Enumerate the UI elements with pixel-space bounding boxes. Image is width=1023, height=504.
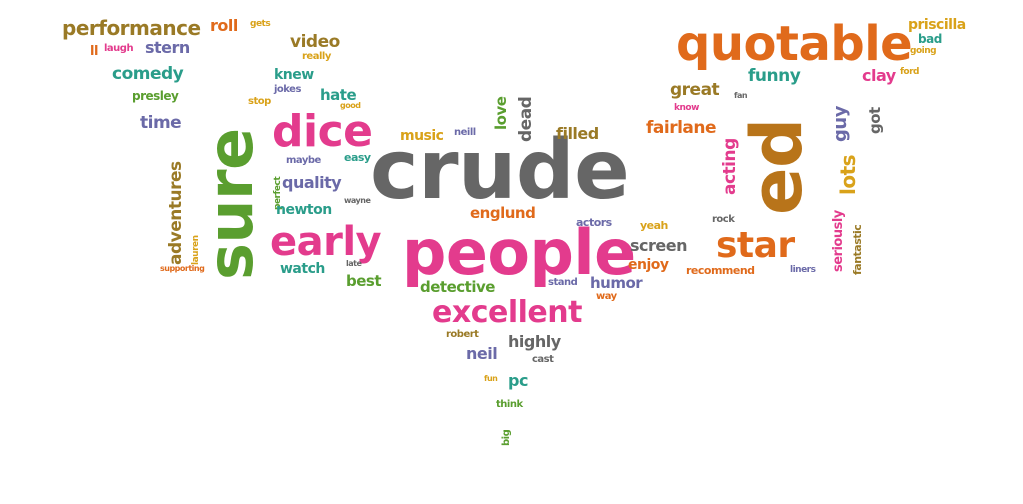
word-adventures: adventures (166, 161, 186, 265)
word-crude: crude (370, 123, 630, 218)
word-acting: acting (720, 138, 740, 195)
word-rock: rock (712, 214, 735, 225)
word-lots: lots (836, 154, 860, 195)
word-stern: stern (145, 38, 190, 57)
word-filled: filled (556, 124, 599, 143)
word-presley: presley (132, 89, 179, 103)
word-big: big (501, 429, 512, 446)
word-enjoy: enjoy (628, 257, 669, 273)
word-guy: guy (830, 106, 851, 142)
word-really: really (302, 51, 331, 62)
word-screen: screen (630, 236, 688, 255)
word-fantastic: fantastic (851, 224, 864, 275)
word-roll: roll (210, 16, 238, 35)
word-stand: stand (548, 277, 578, 288)
word-got: got (866, 107, 884, 134)
word-ll: ll (90, 44, 98, 59)
word-love: love (492, 96, 510, 130)
word-detective: detective (420, 278, 495, 296)
word-newton: newton (276, 202, 332, 218)
word-time: time (140, 113, 182, 133)
word-hate: hate (320, 86, 357, 104)
word-late: late (346, 259, 362, 268)
word-jokes: jokes (274, 84, 301, 95)
word-good: good (340, 101, 361, 110)
word-think: think (496, 399, 523, 410)
word-ed: ed (736, 118, 818, 215)
word-supporting: supporting (160, 264, 205, 273)
word-sure: sure (194, 128, 267, 280)
word-watch: watch (280, 261, 325, 277)
word-yeah: yeah (640, 219, 668, 232)
word-englund: englund (470, 204, 536, 222)
word-fan: fan (734, 91, 748, 100)
word-wayne: wayne (344, 196, 371, 205)
word-recommend: recommend (686, 264, 755, 277)
word-people: people (402, 216, 636, 289)
word-clay: clay (862, 66, 896, 85)
word-highly: highly (508, 332, 561, 351)
word-maybe: maybe (286, 155, 321, 166)
word-dice: dice (272, 106, 373, 157)
word-going: going (910, 46, 937, 56)
word-liners: liners (790, 265, 816, 275)
word-fairlane: fairlane (646, 118, 717, 138)
word-robert: robert (446, 329, 479, 340)
word-ford: ford (900, 67, 919, 77)
word-best: best (346, 272, 382, 290)
word-early: early (270, 219, 382, 265)
word-funny: funny (748, 66, 801, 86)
word-know: know (674, 103, 699, 113)
word-gets: gets (250, 19, 271, 29)
word-video: video (290, 32, 340, 52)
word-fun: fun (484, 374, 498, 383)
word-neill: neill (454, 127, 476, 138)
word-easy: easy (344, 151, 371, 164)
word-bad: bad (918, 32, 942, 46)
word-priscilla: priscilla (908, 17, 966, 33)
word-actors: actors (576, 216, 612, 229)
word-lauren: lauren (191, 235, 201, 265)
word-comedy: comedy (112, 64, 184, 84)
word-great: great (670, 80, 720, 100)
word-excellent: excellent (432, 295, 582, 330)
word-knew: knew (274, 67, 314, 83)
word-humor: humor (590, 274, 643, 292)
word-stop: stop (248, 96, 271, 107)
word-performance: performance (62, 16, 201, 40)
word-dead: dead (516, 96, 536, 142)
word-music: music (400, 128, 444, 144)
word-seriously: seriously (831, 210, 846, 272)
word-cast: cast (532, 354, 554, 365)
word-pc: pc (508, 371, 528, 390)
word-quotable: quotable (676, 16, 913, 72)
word-star: star (716, 225, 795, 266)
word-neil: neil (466, 344, 498, 363)
word-laugh: laugh (104, 43, 134, 54)
word-way: way (596, 291, 617, 302)
word-quality: quality (282, 173, 342, 192)
